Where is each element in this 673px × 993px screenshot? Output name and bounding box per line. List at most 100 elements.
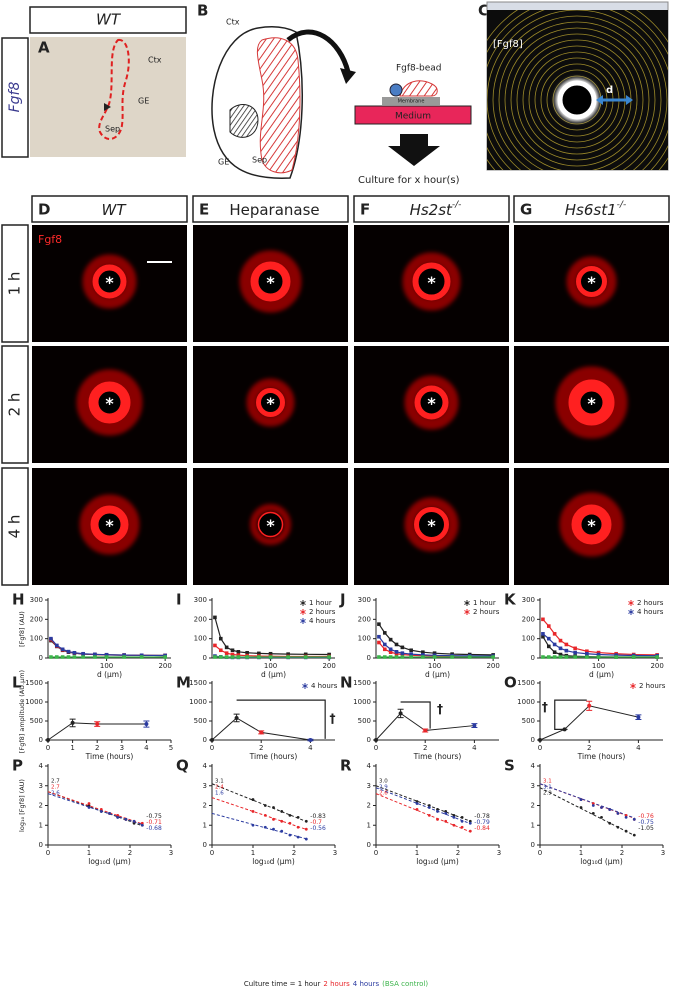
diffusion-halo — [404, 497, 459, 552]
y-tick-label: 3 — [203, 782, 207, 790]
data-point — [280, 810, 284, 813]
legend-marker — [300, 601, 306, 605]
data-point — [259, 730, 264, 735]
y-tick-label: 100 — [194, 635, 207, 643]
distance-label: d — [606, 85, 613, 96]
gene-label: Fgf8 — [7, 82, 23, 113]
genotype: WT — [96, 11, 122, 29]
panel-letter: M — [176, 674, 191, 692]
analysis-rings — [487, 10, 668, 170]
data-point — [432, 655, 437, 659]
data-point — [263, 825, 267, 829]
y-tick-label: 0 — [367, 841, 371, 849]
data-point — [116, 815, 120, 819]
data-point — [87, 806, 91, 809]
diffusion-halo — [250, 504, 291, 545]
data-point — [564, 642, 569, 647]
data-point — [398, 711, 403, 716]
x-axis-label: log₁₀d (µm) — [580, 857, 623, 866]
bead — [389, 83, 403, 97]
x-tick-label: 3 — [497, 849, 501, 857]
data-point — [614, 655, 618, 659]
title-text: Heparanase — [229, 201, 319, 219]
region-label: Ctx — [148, 56, 162, 65]
x-tick-label: 100 — [428, 662, 441, 670]
data-point — [460, 815, 464, 819]
data-point — [552, 642, 557, 647]
membrane-label: Membrane — [398, 99, 425, 105]
data-point — [409, 652, 413, 656]
y-tick-label: 500 — [194, 717, 207, 725]
panel-letter: F — [360, 201, 370, 219]
x-tick-label: 1 — [251, 849, 255, 857]
bead-marker: * — [266, 394, 275, 413]
y-tick-label: 0 — [39, 654, 43, 662]
y-tick-label: 0 — [203, 841, 207, 849]
bead-marker: * — [587, 516, 596, 535]
legend-marker — [628, 610, 634, 614]
x-tick-label: 100 — [100, 662, 113, 670]
intercept-label: 2.7 — [51, 779, 60, 785]
slope-label: -0.56 — [310, 825, 326, 832]
membrane — [382, 97, 440, 105]
fgf8-ring — [576, 266, 607, 297]
data-point — [591, 804, 595, 807]
data-point — [288, 813, 292, 817]
arrowhead — [340, 68, 356, 84]
y-axis-label: log₁₀ [Fgf8] (AU) — [18, 779, 26, 832]
y-tick-label: 1500 — [517, 679, 535, 687]
column-title: WT — [102, 201, 128, 219]
data-point — [70, 720, 75, 725]
data-point — [558, 652, 563, 657]
x-tick-label: 1 — [579, 849, 583, 857]
x-tick-label: 0 — [538, 849, 542, 857]
data-point — [95, 722, 100, 727]
data-point — [288, 833, 292, 837]
data-point — [596, 652, 601, 657]
data-point — [163, 655, 167, 659]
data-point — [296, 815, 300, 819]
panel-letter: K — [504, 591, 517, 609]
panel-letter: A — [38, 39, 50, 57]
bead-marker: * — [105, 394, 114, 413]
data-point — [272, 817, 275, 821]
legend-label: 2 hours — [309, 608, 336, 616]
data-point — [81, 655, 85, 659]
bead-marker: * — [266, 516, 275, 535]
column-title: Hs6st1-/- — [565, 200, 626, 219]
data-point — [218, 655, 223, 659]
ring — [487, 10, 668, 170]
data-point — [432, 651, 437, 655]
fit-line — [539, 787, 635, 836]
data-point — [236, 655, 241, 659]
data-point — [585, 655, 589, 659]
panel-letter: G — [520, 201, 532, 219]
data-point — [377, 634, 381, 639]
column-header — [513, 195, 670, 223]
panel-letter: H — [12, 591, 25, 609]
data-point — [608, 821, 612, 825]
data-point — [213, 643, 217, 648]
data-point — [72, 655, 77, 659]
data-point — [303, 655, 308, 659]
data-point — [616, 812, 620, 815]
data-point — [234, 715, 239, 720]
panel-letter: D — [38, 201, 50, 219]
column-header — [192, 195, 349, 223]
data-point — [394, 655, 399, 659]
y-tick-label: 100 — [30, 635, 43, 643]
data-point — [436, 810, 439, 813]
x-tick-label: 200 — [158, 662, 171, 670]
panel-letter: L — [12, 674, 22, 692]
bead-ring — [557, 80, 597, 120]
data-point — [423, 728, 428, 733]
data-point — [139, 655, 144, 659]
slope-label: -0.83 — [310, 813, 326, 820]
column-header — [353, 195, 510, 223]
row-header — [1, 345, 29, 464]
panel-letter: Q — [176, 757, 189, 775]
legend-marker — [302, 684, 308, 688]
y-tick-label: 0 — [531, 841, 535, 849]
data-point — [546, 644, 551, 649]
arrow — [286, 29, 351, 73]
